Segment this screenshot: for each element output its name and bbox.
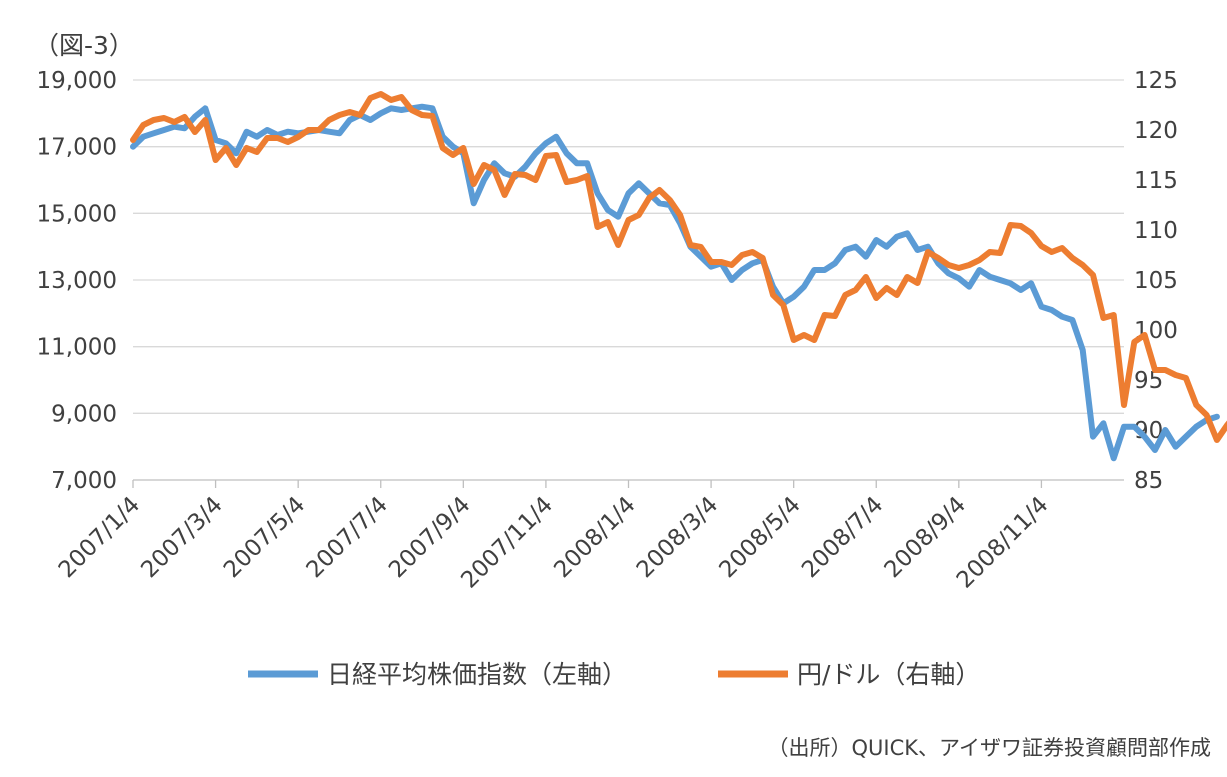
y-right-tick-label: 115	[1134, 168, 1178, 194]
y-right-tick-label: 85	[1134, 468, 1163, 494]
x-tick-label: 2007/3/4	[136, 492, 227, 583]
y-right-tick-label: 125	[1134, 68, 1178, 94]
y-left-tick-label: 17,000	[37, 135, 117, 161]
y-left-tick-label: 19,000	[37, 68, 117, 94]
figure-label: （図-3）	[34, 31, 134, 60]
x-tick-label: 2007/1/4	[54, 492, 145, 583]
x-tick-label: 2008/1/4	[549, 492, 640, 583]
x-tick-label: 2007/7/4	[302, 492, 393, 583]
y-left-tick-label: 13,000	[37, 268, 117, 294]
y-left-tick-label: 9,000	[51, 401, 117, 427]
y-left-tick-label: 11,000	[37, 335, 117, 361]
y-left-tick-label: 15,000	[37, 201, 117, 227]
legend-label: 日経平均株価指数（左軸）	[327, 660, 627, 689]
y-left-tick-label: 7,000	[51, 468, 117, 494]
series-line-nikkei	[130, 103, 1220, 462]
y-right-tick-label: 110	[1134, 218, 1178, 244]
x-tick-label: 2007/5/4	[219, 492, 310, 583]
x-tick-label: 2008/3/4	[632, 492, 723, 583]
x-tick-label: 2008/5/4	[714, 492, 805, 583]
y-right-tick-label: 120	[1134, 118, 1178, 144]
series-layer	[130, 91, 1227, 462]
grid-layer	[133, 79, 1124, 414]
legend-label: 円/ドル（右軸）	[797, 660, 980, 689]
legend: 日経平均株価指数（左軸） 円/ドル（右軸）	[248, 660, 980, 689]
y-right-tick-label: 105	[1134, 268, 1178, 294]
x-tick-label: 2008/7/4	[797, 492, 888, 583]
series-line-yen-dollar	[130, 91, 1227, 443]
source-note: （出所）QUICK、アイザワ証券投資顧問部作成	[767, 736, 1211, 760]
